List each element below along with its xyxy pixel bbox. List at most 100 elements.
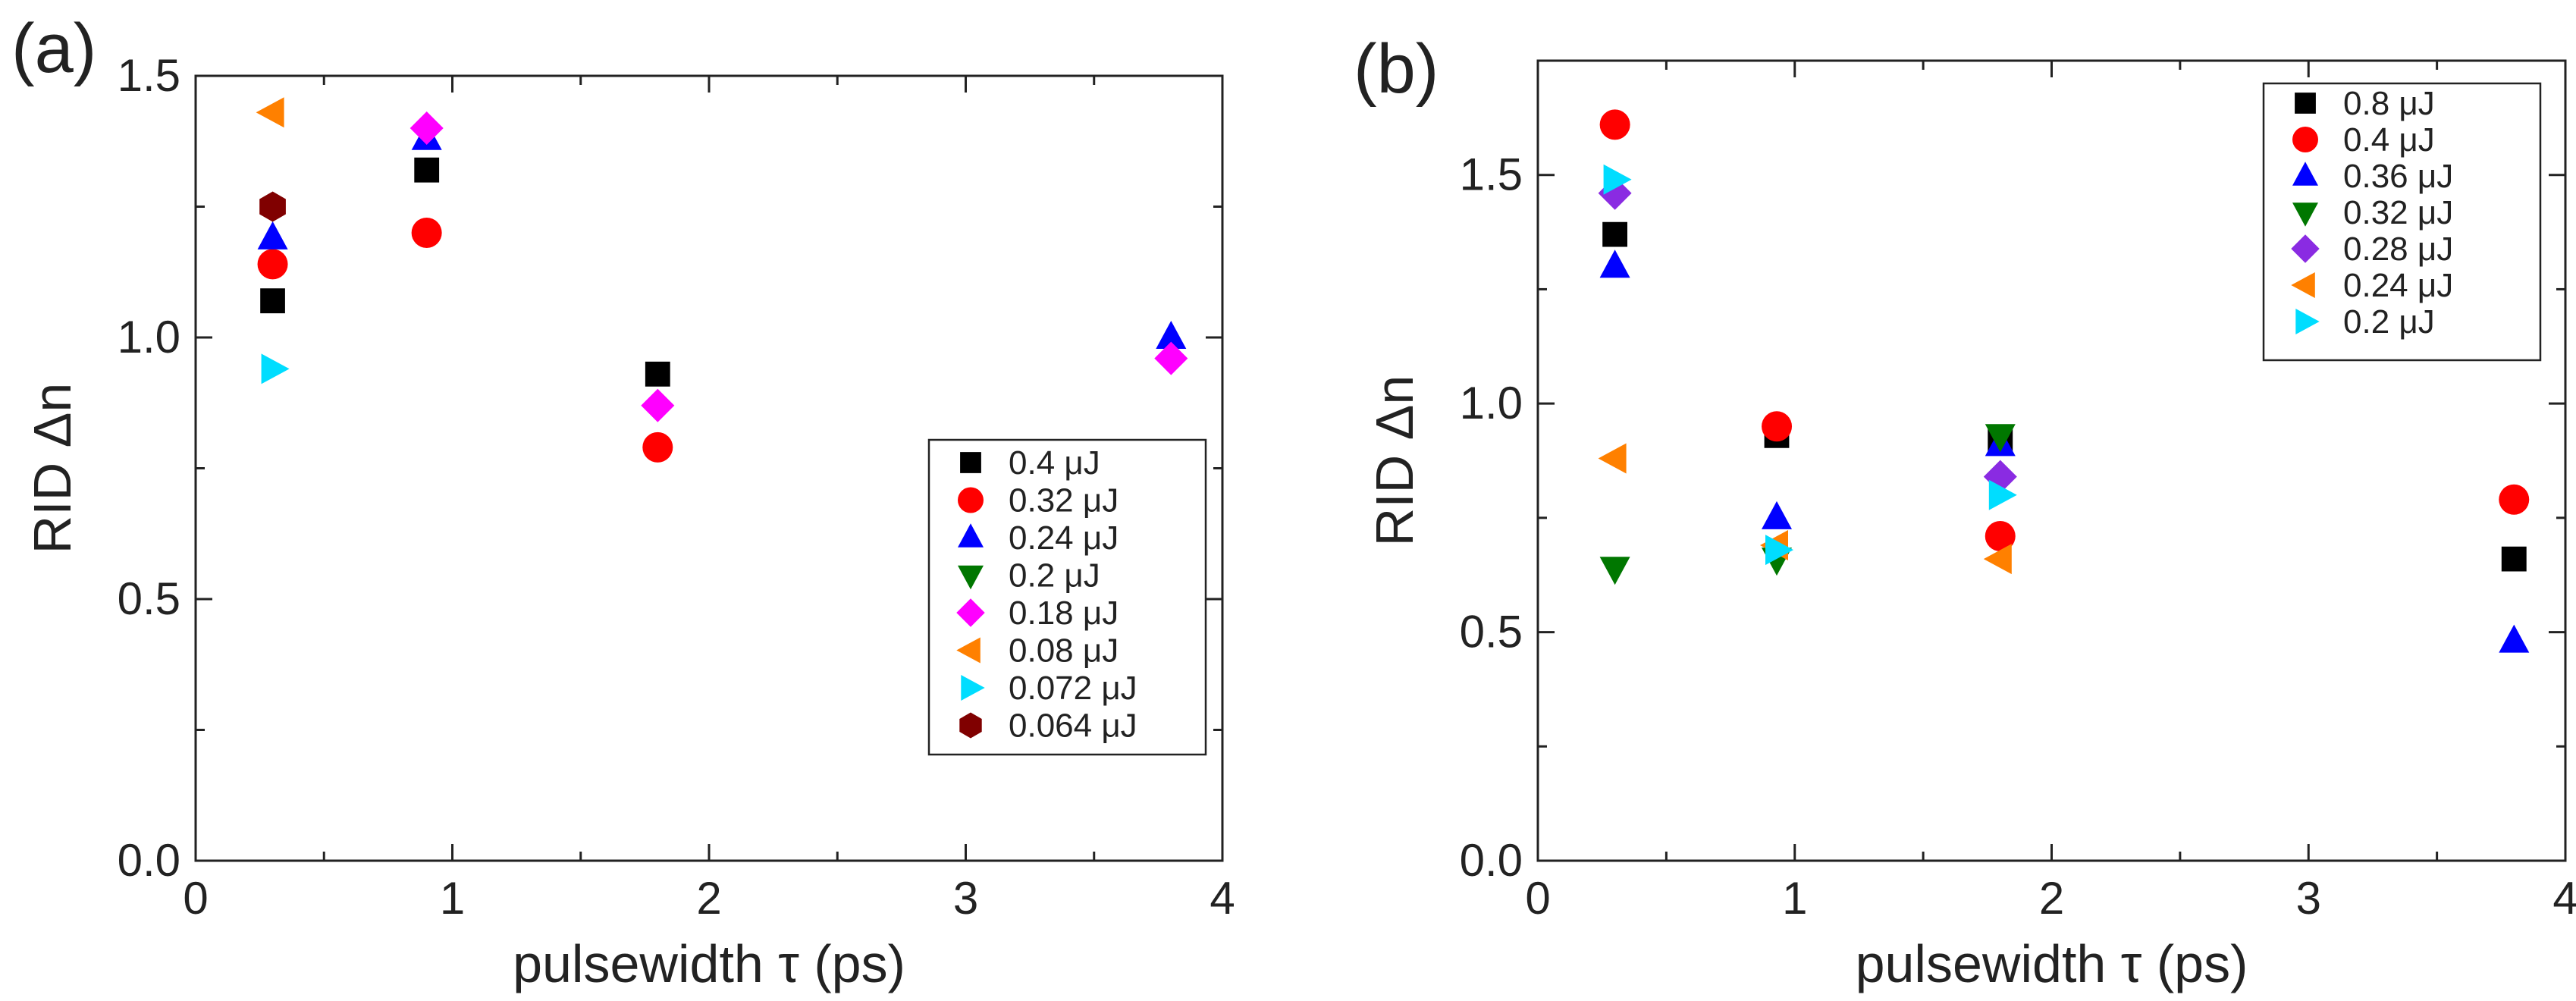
series-6 [1603, 164, 2017, 566]
x-tick-label: 3 [2296, 873, 2321, 924]
legend-label: 0.4 μJ [2343, 121, 2435, 158]
x-axis-title: pulsewidth τ (ps) [513, 934, 905, 993]
legend-marker [2291, 234, 2320, 263]
series-5 [1598, 443, 2012, 575]
series-7 [259, 191, 286, 222]
data-point [1602, 221, 1627, 247]
x-tick-label: 0 [183, 873, 208, 924]
series-1 [257, 218, 673, 463]
data-point [2501, 546, 2527, 572]
data-point [1985, 424, 2016, 453]
data-point [1765, 535, 1793, 566]
legend-label: 0.4 μJ [1009, 444, 1100, 482]
data-point [409, 111, 444, 145]
data-point [256, 97, 284, 128]
y-tick-label: 1.0 [118, 312, 180, 362]
data-point [260, 288, 285, 314]
data-point [2499, 484, 2530, 515]
legend-marker [956, 598, 985, 627]
legend-marker [958, 565, 984, 590]
y-tick-label: 1.5 [118, 50, 180, 101]
series-4 [409, 111, 1188, 422]
x-axis-title: pulsewidth τ (ps) [1856, 934, 2248, 993]
legend: 0.8 μJ0.4 μJ0.36 μJ0.32 μJ0.28 μJ0.24 μJ… [2262, 82, 2542, 362]
y-tick-label: 0.5 [1460, 607, 1523, 657]
panel-label: (a) [11, 10, 96, 87]
data-point [1598, 443, 1627, 474]
data-point [1599, 557, 1630, 585]
y-axis-title: RID Δn [1365, 375, 1424, 547]
x-tick-label: 3 [953, 873, 978, 924]
series-5 [256, 97, 284, 128]
legend-marker [959, 712, 982, 739]
y-tick-label: 0.0 [1460, 835, 1523, 886]
y-tick-label: 0.0 [118, 835, 180, 886]
data-point [645, 361, 670, 387]
data-point [411, 218, 442, 248]
legend-marker [958, 487, 984, 513]
data-point [1762, 411, 1793, 442]
data-point [641, 388, 675, 422]
data-point [1156, 321, 1187, 349]
panel-a: (a) 0 1 2 3 4 0.0 0.5 1.0 1.5 pulsewidth τ (ps) RID… [11, 10, 1235, 993]
data-point [257, 249, 288, 280]
data-point [261, 353, 290, 384]
data-point [1985, 520, 2016, 551]
data-point [259, 191, 286, 222]
data-point [1983, 544, 2012, 575]
x-tick-label: 1 [440, 873, 465, 924]
legend-label: 0.08 μJ [1009, 632, 1119, 670]
data-point [1988, 479, 2017, 510]
series-2 [1599, 249, 2530, 653]
data-point [414, 157, 440, 183]
legend: 0.4 μJ0.32 μJ0.24 μJ0.2 μJ0.18 μJ0.08 μJ… [927, 438, 1207, 756]
legend-label: 0.8 μJ [2343, 85, 2435, 122]
legend-label: 0.072 μJ [1009, 670, 1137, 707]
series-3 [1599, 424, 2016, 585]
legend-marker [2292, 127, 2318, 152]
data-point [1599, 249, 1630, 278]
x-tick-label: 1 [1782, 873, 1807, 924]
legend-label: 0.2 μJ [1009, 557, 1100, 595]
panel-b: (b) 0 1 2 3 4 0.0 0.5 1.0 1.5 pulsewidth τ (ps) RID… [1354, 30, 2576, 993]
data-point [1603, 164, 1632, 195]
series-4 [1598, 176, 2017, 494]
data-point [1762, 500, 1792, 529]
legend-marker [956, 637, 981, 664]
legend-label: 0.064 μJ [1009, 708, 1137, 745]
x-tick-label: 4 [1210, 873, 1235, 924]
legend-label: 0.28 μJ [2343, 231, 2453, 268]
legend-label: 0.18 μJ [1009, 595, 1119, 632]
legend-label: 0.24 μJ [2343, 267, 2453, 304]
x-tick-label: 0 [1525, 873, 1550, 924]
legend-marker [2291, 272, 2315, 298]
panel-label: (b) [1354, 30, 1439, 108]
series-6 [261, 353, 290, 384]
legend-label: 0.32 μJ [2343, 194, 2453, 231]
legend-label: 0.24 μJ [1009, 519, 1119, 557]
data-point [642, 431, 673, 463]
series-1 [1599, 109, 2530, 551]
data-point [1154, 341, 1188, 375]
y-tick-label: 0.5 [118, 573, 180, 624]
legend-marker [2292, 162, 2318, 186]
data-point [257, 221, 288, 249]
x-tick-label: 2 [696, 873, 721, 924]
legend-marker [2292, 202, 2318, 227]
legend-marker [958, 523, 984, 548]
x-tick-label: 2 [2039, 873, 2064, 924]
data-point [1599, 109, 1630, 140]
legend-label: 0.2 μJ [2343, 303, 2435, 340]
series-2 [257, 121, 1187, 349]
legend-marker [961, 675, 985, 701]
legend-marker [960, 452, 981, 473]
y-tick-label: 1.5 [1460, 149, 1523, 200]
legend-label: 0.36 μJ [2343, 158, 2453, 195]
legend-marker [2295, 309, 2320, 334]
series-0 [260, 157, 670, 387]
y-axis-title: RID Δn [23, 383, 82, 554]
legend-marker [2295, 93, 2316, 114]
data-point [2499, 624, 2530, 653]
legend-label: 0.32 μJ [1009, 482, 1119, 519]
